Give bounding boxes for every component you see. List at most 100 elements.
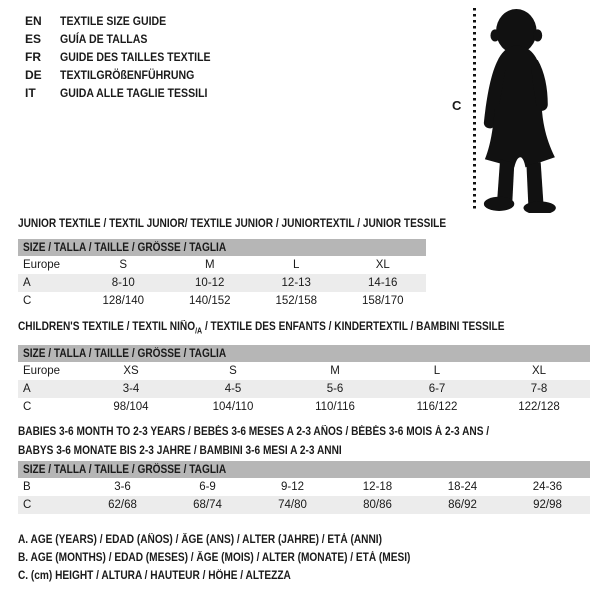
size-header-bar: SIZE / TALLA / TAILLE / GRÖSSE / TAGLIA	[18, 345, 590, 362]
table-cell: 140/152	[188, 295, 231, 307]
table-cell: Europe	[23, 259, 61, 271]
table-cell: 12-18	[362, 481, 393, 493]
table-cell: 86/92	[448, 499, 477, 511]
table-cell: S	[119, 259, 128, 271]
section-title-line2: BABYS 3-6 MONATE BIS 2-3 JAHRE / BAMBINI…	[18, 445, 342, 457]
table-row: A 3-4 4-5 5-6 6-7 7-8	[18, 380, 590, 398]
table-row: Europe XS S M L XL	[18, 362, 590, 380]
language-code: DE	[25, 68, 42, 82]
guide-title: GUIDA ALLE TAGLIE TESSILI	[60, 86, 208, 100]
table-cell: 110/116	[315, 401, 355, 413]
table-cell: B	[23, 481, 31, 493]
guide-title: TEXTILE SIZE GUIDE	[60, 14, 167, 28]
table-row: C 62/68 68/74 74/80 80/86 86/92 92/98	[18, 496, 590, 514]
table-cell: 5-6	[326, 383, 344, 395]
measure-label-c: C	[452, 98, 462, 113]
table-cell: 6-7	[428, 383, 446, 395]
size-header-text: SIZE / TALLA / TAILLE / GRÖSSE / TAGLIA	[23, 347, 227, 360]
babies-size-table: SIZE / TALLA / TAILLE / GRÖSSE / TAGLIA …	[18, 461, 590, 514]
table-cell: 8-10	[111, 277, 135, 289]
section-title-text: CHILDREN'S TEXTILE / TEXTIL NIÑO/A / TEX…	[18, 318, 504, 340]
section-title-line1: BABIES 3-6 MONTH TO 2-3 YEARS / BEBÉS 3-…	[18, 426, 490, 438]
language-row-it: IT GUIDA ALLE TAGLIE TESSILI	[25, 84, 231, 102]
note-a: A. AGE (YEARS) / EDAD (AÑOS) / ÂGE (ANS)…	[18, 534, 464, 552]
guide-title: GUIDE DES TAILLES TEXTILE	[60, 50, 211, 64]
children-size-table: SIZE / TALLA / TAILLE / GRÖSSE / TAGLIA …	[18, 345, 590, 416]
table-row: B 3-6 6-9 9-12 12-18 18-24 24-36	[18, 478, 590, 496]
table-cell: M	[204, 259, 215, 271]
table-cell: A	[23, 277, 31, 289]
table-cell: XL	[375, 259, 390, 271]
table-cell: 62/68	[108, 499, 137, 511]
note-text: B. AGE (MONTHS) / EDAD (MESES) / ÂGE (MO…	[18, 552, 411, 564]
table-cell: 116/122	[416, 401, 458, 413]
table-cell: XS	[123, 365, 139, 377]
title-subscript: /A	[195, 326, 203, 336]
dotted-measure-line	[473, 8, 476, 210]
table-cell: 14-16	[368, 277, 398, 289]
table-cell: 98/104	[113, 401, 149, 413]
title-part: CHILDREN'S TEXTILE / TEXTIL NIÑO	[18, 321, 196, 333]
note-c: C. (cm) HEIGHT / ALTURA / HAUTEUR / HÖHE…	[18, 570, 464, 588]
size-header-text: SIZE / TALLA / TAILLE / GRÖSSE / TAGLIA	[23, 463, 227, 476]
table-cell: 128/140	[102, 295, 145, 307]
section-title-children: CHILDREN'S TEXTILE / TEXTIL NIÑO/A / TEX…	[18, 318, 571, 340]
table-cell: XL	[531, 365, 547, 377]
table-cell: 152/158	[275, 295, 318, 307]
table-cell: 6-9	[199, 481, 216, 493]
guide-title: GUÍA DE TALLAS	[60, 32, 148, 46]
table-cell: 3-6	[114, 481, 131, 493]
language-row-en: EN TEXTILE SIZE GUIDE	[25, 12, 231, 30]
language-title-block: EN TEXTILE SIZE GUIDE ES GUÍA DE TALLAS …	[25, 12, 231, 102]
language-row-fr: FR GUIDE DES TAILLES TEXTILE	[25, 48, 231, 66]
note-text: C. (cm) HEIGHT / ALTURA / HAUTEUR / HÖHE…	[18, 570, 291, 582]
table-cell: 80/86	[363, 499, 392, 511]
note-b: B. AGE (MONTHS) / EDAD (MESES) / ÂGE (MO…	[18, 552, 464, 570]
size-header-text: SIZE / TALLA / TAILLE / GRÖSSE / TAGLIA	[23, 241, 227, 254]
title-part: / TEXTILE DES ENFANTS / KINDERTEXTIL / B…	[202, 321, 505, 333]
table-cell: 24-36	[532, 481, 563, 493]
table-cell: L	[293, 259, 300, 271]
table-cell: C	[23, 401, 32, 413]
guide-title: TEXTILGRÖßENFÜHRUNG	[60, 68, 195, 82]
table-cell: 4-5	[224, 383, 242, 395]
height-measure-figure: C	[440, 0, 600, 220]
section-title-junior: JUNIOR TEXTILE / TEXTIL JUNIOR/ TEXTILE …	[18, 215, 504, 234]
table-cell: 7-8	[530, 383, 548, 395]
table-row: C 98/104 104/110 110/116 116/122 122/128	[18, 398, 590, 416]
table-row: A 8-10 10-12 12-13 14-16	[18, 274, 426, 292]
table-cell: C	[23, 499, 32, 511]
language-code: ES	[25, 32, 42, 46]
section-title-babies: BABIES 3-6 MONTH TO 2-3 YEARS / BEBÉS 3-…	[18, 423, 553, 461]
table-cell: M	[330, 365, 340, 377]
table-cell: 3-4	[122, 383, 140, 395]
table-cell: L	[433, 365, 441, 377]
table-cell: 18-24	[447, 481, 478, 493]
table-cell: A	[23, 383, 31, 395]
table-row: Europe S M L XL	[18, 256, 426, 274]
junior-size-table: SIZE / TALLA / TAILLE / GRÖSSE / TAGLIA …	[18, 239, 426, 310]
size-header-bar: SIZE / TALLA / TAILLE / GRÖSSE / TAGLIA	[18, 461, 590, 478]
table-cell: 10-12	[195, 277, 225, 289]
table-cell: 158/170	[361, 295, 404, 307]
language-code: FR	[25, 50, 41, 64]
table-cell: 68/74	[193, 499, 222, 511]
toddler-silhouette-icon	[483, 9, 556, 213]
table-row: C 128/140 140/152 152/158 158/170	[18, 292, 426, 310]
table-cell: C	[23, 295, 32, 307]
language-row-de: DE TEXTILGRÖßENFÜHRUNG	[25, 66, 231, 84]
legend-notes: A. AGE (YEARS) / EDAD (AÑOS) / ÂGE (ANS)…	[18, 534, 464, 588]
table-cell: Europe	[23, 365, 61, 377]
size-header-bar: SIZE / TALLA / TAILLE / GRÖSSE / TAGLIA	[18, 239, 426, 256]
table-cell: 92/98	[533, 499, 562, 511]
table-cell: 104/110	[212, 401, 254, 413]
table-cell: S	[229, 365, 237, 377]
section-title-text: JUNIOR TEXTILE / TEXTIL JUNIOR/ TEXTILE …	[18, 218, 447, 230]
note-text: A. AGE (YEARS) / EDAD (AÑOS) / ÂGE (ANS)…	[18, 534, 382, 546]
language-row-es: ES GUÍA DE TALLAS	[25, 30, 231, 48]
table-cell: 122/128	[518, 401, 560, 413]
table-cell: 74/80	[278, 499, 307, 511]
language-code: EN	[25, 14, 42, 28]
table-cell: 12-13	[281, 277, 311, 289]
